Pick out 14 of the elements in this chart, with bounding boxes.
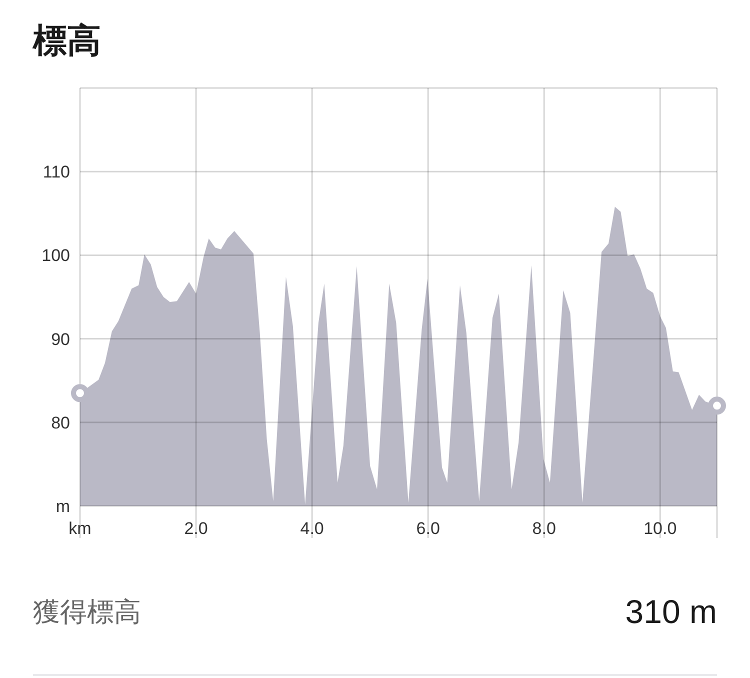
x-tick-label: 8.0 — [532, 519, 556, 538]
x-tick-label: 10.0 — [644, 519, 677, 538]
text: 獲得標高 — [33, 597, 141, 627]
chart-title: 標高 — [32, 22, 101, 60]
x-tick-label: 4.0 — [300, 519, 324, 538]
text: 310 m — [625, 593, 717, 630]
x-tick-label: 6.0 — [416, 519, 440, 538]
y-tick-label: m — [56, 497, 70, 516]
y-tick-label: 80 — [51, 413, 70, 432]
y-tick-label: 90 — [51, 330, 70, 349]
y-tick-label: 110 — [42, 162, 70, 182]
y-tick-label: 100 — [42, 246, 70, 266]
x-tick-label: 2.0 — [184, 519, 208, 538]
x-tick-label: km — [68, 519, 92, 538]
